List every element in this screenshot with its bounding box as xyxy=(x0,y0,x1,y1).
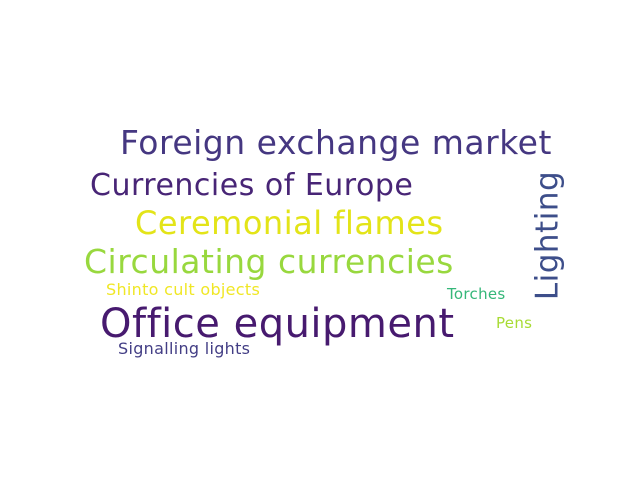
word-lighting: Lighting xyxy=(529,170,566,301)
word-signalling-lights: Signalling lights xyxy=(118,339,251,358)
word-torches: Torches xyxy=(447,285,506,303)
word-shinto-cult-objects: Shinto cult objects xyxy=(106,280,261,299)
word-office-equipment: Office equipment xyxy=(100,301,455,347)
word-pens: Pens xyxy=(496,314,533,332)
word-foreign-exchange-market: Foreign exchange market xyxy=(120,123,552,162)
word-circulating-currencies: Circulating currencies xyxy=(84,242,454,281)
word-ceremonial-flames: Ceremonial flames xyxy=(135,204,444,242)
word-currencies-of-europe: Currencies of Europe xyxy=(90,168,414,203)
